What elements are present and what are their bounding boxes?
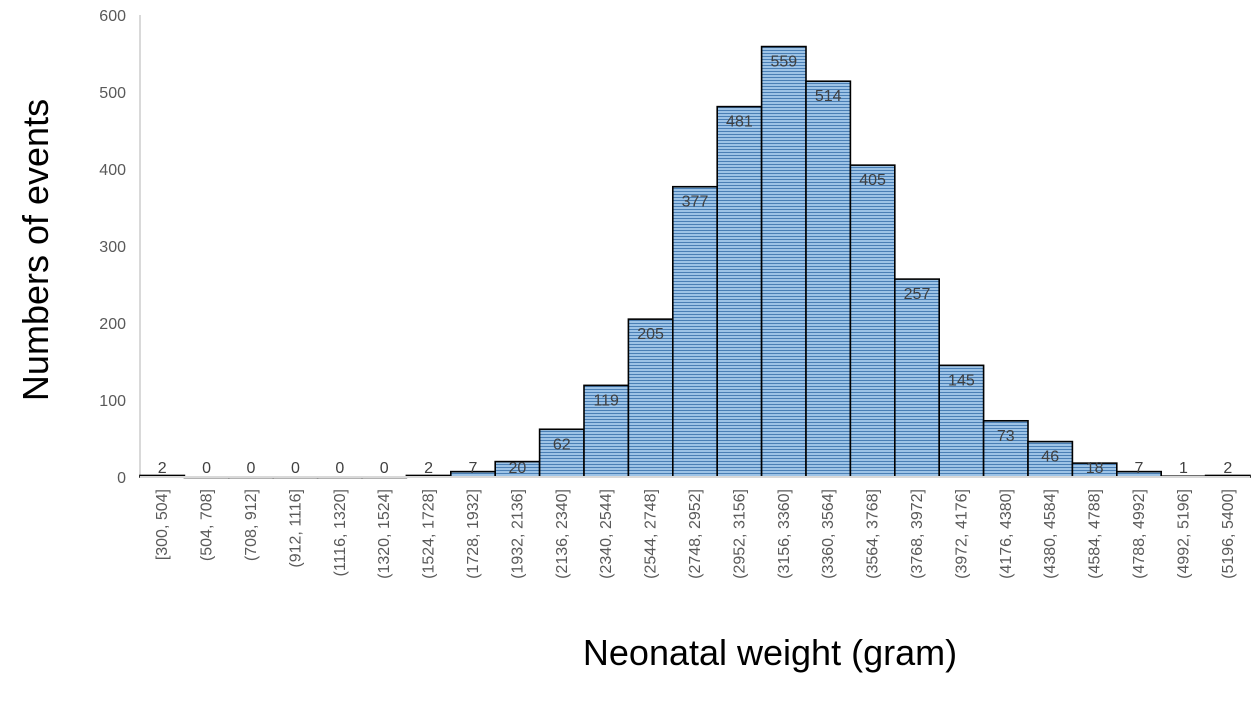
bar-value-label: 2: [1223, 460, 1232, 477]
y-tick-label: 200: [99, 316, 126, 333]
bar-value-label: 145: [948, 372, 975, 389]
x-tick-label: (3360, 3564]: [820, 489, 837, 579]
x-tick-label: (2136, 2340]: [554, 489, 571, 579]
histogram-bar: [805, 80, 852, 478]
histogram-bar: [893, 278, 940, 478]
x-tick-label: (4584, 4788]: [1087, 489, 1104, 579]
data-labels: 2 0 0 0 0 0 2 7 20621192053774815595144052571457…: [158, 54, 1233, 477]
x-tick-label: (4788, 4992]: [1131, 489, 1148, 579]
y-tick-label: 0: [117, 470, 126, 487]
x-tick-label: (1524, 1728]: [421, 489, 438, 579]
x-tick-label: (2952, 3156]: [731, 489, 748, 579]
y-tick-label: 300: [99, 239, 126, 256]
histogram-bar: [583, 384, 630, 478]
bar-value-label: 0: [335, 460, 344, 477]
x-tick-label: (2748, 2952]: [687, 489, 704, 579]
x-tick-label: (3564, 3768]: [865, 489, 882, 579]
x-tick-label: (708, 912]: [243, 489, 260, 561]
x-tick-label: (1932, 2136]: [509, 489, 526, 579]
bar-value-label: 405: [859, 172, 886, 189]
bar-value-label: 0: [202, 460, 211, 477]
x-tick-label: (4380, 4584]: [1042, 489, 1059, 579]
y-tick-label: 400: [99, 162, 126, 179]
x-tick-label: (912, 1116]: [287, 489, 304, 568]
x-tick-label: (3768, 3972]: [909, 489, 926, 579]
y-axis-title: Numbers of events: [15, 99, 56, 401]
y-tick-label: 100: [99, 393, 126, 410]
bar-value-label: 18: [1086, 460, 1104, 477]
x-axis-title: Neonatal weight (gram): [583, 632, 957, 673]
bar-value-label: 1: [1179, 460, 1188, 477]
x-tick-label: (4176, 4380]: [998, 489, 1015, 579]
x-tick-label: (5196, 5400]: [1220, 489, 1237, 579]
bar-value-label: 0: [380, 460, 389, 477]
y-axis: 0 100 200 300 400 500 600: [99, 8, 141, 487]
bar-value-label: 377: [682, 194, 709, 211]
bars: [139, 45, 1251, 479]
bar-value-label: 0: [247, 460, 256, 477]
x-tick-label: (504, 708]: [199, 489, 216, 561]
x-tick-label: [300, 504]: [154, 489, 171, 560]
bar-value-label: 7: [469, 460, 478, 477]
bar-value-label: 2: [158, 460, 167, 477]
histogram-bar: [716, 105, 763, 478]
x-tick-label: (3156, 3360]: [776, 489, 793, 579]
x-axis: [300, 504] (504, 708] (708, 912] (912, 1116…: [140, 476, 1250, 579]
bar-value-label: 20: [509, 460, 527, 477]
histogram-bar: [671, 185, 718, 478]
histogram-bar: [1027, 440, 1074, 478]
x-tick-label: (2544, 2748]: [643, 489, 660, 579]
bar-value-label: 2: [424, 460, 433, 477]
x-tick-label: (3972, 4176]: [953, 489, 970, 579]
x-tick-label: (2340, 2544]: [598, 489, 615, 579]
x-tick-label: (1320, 1524]: [376, 489, 393, 579]
bar-value-label: 514: [815, 88, 842, 105]
y-tick-label: 600: [99, 8, 126, 25]
bar-value-label: 7: [1135, 460, 1144, 477]
bar-value-label: 205: [637, 326, 664, 343]
histogram-bar: [760, 45, 807, 478]
bar-value-label: 559: [770, 54, 797, 71]
bar-value-label: 481: [726, 114, 753, 131]
x-tick-label: (4992, 5196]: [1175, 489, 1192, 579]
bar-value-label: 0: [291, 460, 300, 477]
bar-value-label: 73: [997, 428, 1015, 445]
bar-value-label: 62: [553, 436, 571, 453]
x-tick-label: (1728, 1932]: [465, 489, 482, 579]
bar-value-label: 257: [904, 286, 931, 303]
histogram-bar: [938, 364, 985, 478]
bar-value-label: 46: [1041, 449, 1059, 466]
bar-value-label: 119: [593, 392, 619, 409]
histogram-bar: [849, 164, 896, 478]
x-tick-label: (1116, 1320]: [332, 489, 349, 576]
y-tick-label: 500: [99, 85, 126, 102]
